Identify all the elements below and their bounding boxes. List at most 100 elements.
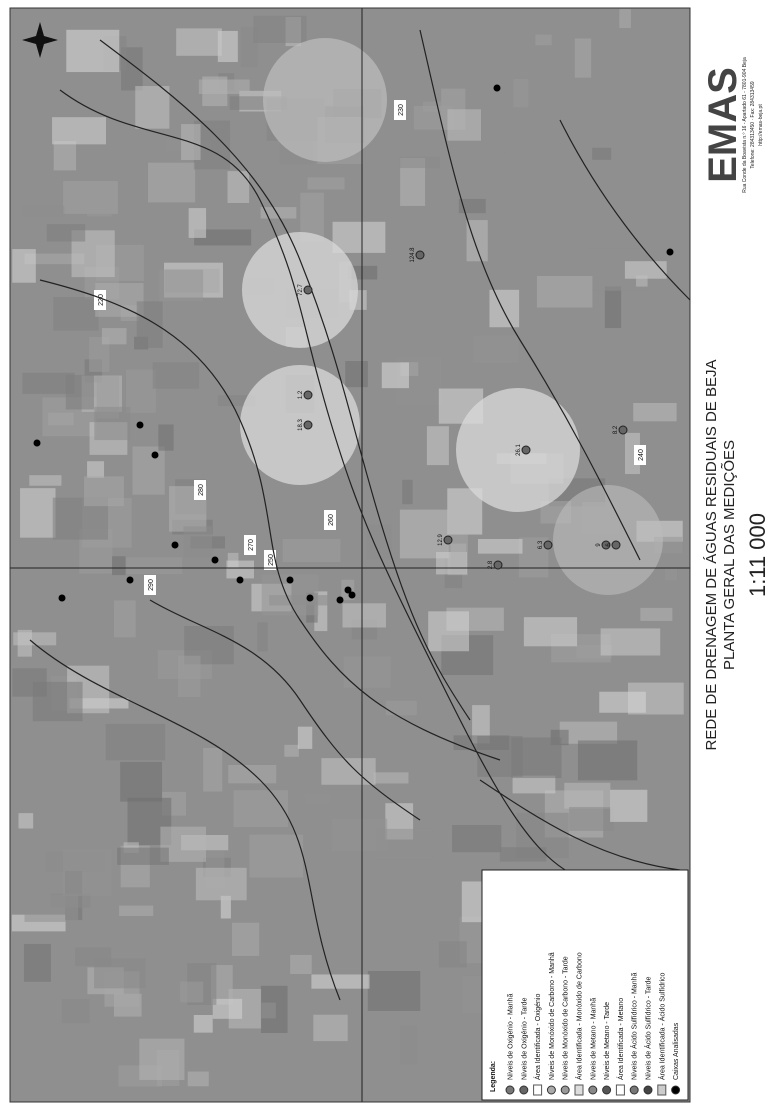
map-block xyxy=(512,775,556,794)
map-block xyxy=(610,789,648,822)
address: Rua Conde da Boavista n.º 16 - Apartado … xyxy=(742,57,748,193)
map-block xyxy=(22,372,75,394)
logo: EMAS xyxy=(701,67,745,183)
map-block xyxy=(373,772,409,784)
map-block xyxy=(61,999,90,1024)
map-block xyxy=(345,361,368,388)
map-block xyxy=(217,395,256,407)
map-block xyxy=(402,479,413,505)
map-block xyxy=(94,406,131,441)
map-block xyxy=(87,201,112,217)
sample-box xyxy=(171,541,179,549)
contour-lines xyxy=(29,29,691,1001)
map-block xyxy=(343,656,391,688)
map-block xyxy=(212,998,243,1019)
legend-swatch xyxy=(615,1084,625,1096)
map-block xyxy=(447,488,483,535)
map-block xyxy=(159,269,204,302)
map-block xyxy=(139,1038,185,1080)
compass xyxy=(22,22,58,58)
measurement-label: 6 xyxy=(606,543,612,547)
map-block xyxy=(499,847,547,862)
map-block xyxy=(307,177,345,190)
map-block xyxy=(633,403,677,422)
legend: Legenda: Níveis de Oxigénio - Manhã Nívei… xyxy=(481,869,689,1101)
map-block xyxy=(413,105,454,130)
map-block xyxy=(183,526,213,558)
map-block xyxy=(574,38,592,78)
contour-label: 250 xyxy=(268,554,275,566)
contour-label: 290 xyxy=(148,579,155,591)
measurement-label: 124.8 xyxy=(410,247,416,263)
map-block xyxy=(452,825,502,853)
legend-swatch xyxy=(533,1084,543,1096)
map-block xyxy=(505,108,531,157)
map-block xyxy=(125,369,156,413)
legend-item: Níveis de Oxigénio - Manhã xyxy=(508,994,515,1080)
measurement-label: 1.2 xyxy=(298,390,304,399)
sample-box xyxy=(151,451,159,459)
map-block xyxy=(282,538,341,562)
map-block xyxy=(132,446,165,495)
map-block xyxy=(297,726,313,749)
map-block xyxy=(123,842,139,853)
measurement-dot xyxy=(618,425,628,435)
map-block xyxy=(211,965,233,1005)
measurement-dot xyxy=(303,285,313,295)
legend-swatch xyxy=(560,1085,570,1095)
measurement-dot xyxy=(521,445,531,455)
measurement-label: 72.7 xyxy=(298,284,304,296)
map-block xyxy=(342,603,386,628)
map-block xyxy=(450,543,467,574)
map-block xyxy=(83,476,124,507)
map-block xyxy=(24,894,79,922)
map-block xyxy=(46,224,86,242)
legend-item: Níveis de Ácido Sulfídrico - Tarde xyxy=(644,977,653,1080)
map-block xyxy=(180,981,204,1003)
map-block xyxy=(466,220,488,262)
map-block xyxy=(227,552,239,569)
legend-swatch xyxy=(671,1085,681,1095)
map-block xyxy=(257,622,268,652)
map-block xyxy=(136,301,163,348)
map-block xyxy=(29,475,62,486)
measurement-dot xyxy=(601,540,611,550)
map-block xyxy=(300,192,324,242)
legend-item: Níveis de Oxigénio - Tarde xyxy=(521,998,528,1080)
area-circle xyxy=(263,38,387,162)
map-block xyxy=(367,970,421,1011)
map-block xyxy=(305,793,330,804)
subtitle: PLANTA GERAL DAS MEDIÇÕES xyxy=(721,440,738,670)
map-block xyxy=(220,895,231,919)
legend-swatch xyxy=(574,1084,584,1096)
contour-label-bg xyxy=(394,100,406,120)
legend-item: Área Identificada - Ácido Sulfídrico xyxy=(657,973,666,1080)
area-circle xyxy=(553,485,663,595)
map-block xyxy=(535,34,552,46)
map-block xyxy=(126,557,183,574)
map-block xyxy=(640,607,673,621)
measurement-points: 72.7 18.3 26.1 124.8 12.9 1.2 8.2 6.3 2.8 9 6 xyxy=(33,84,674,604)
contour-label-bg xyxy=(264,550,276,570)
legend-item: Níveis de Ácido Sulfídrico - Manhã xyxy=(630,973,639,1080)
map-block xyxy=(202,76,228,107)
map-block xyxy=(120,761,163,802)
legend-swatch xyxy=(643,1085,653,1095)
map-block xyxy=(66,29,120,73)
contour-label-bg xyxy=(94,290,106,310)
legend-item: Níveis de Metano - Tarde xyxy=(604,1002,611,1080)
map-block xyxy=(260,985,288,1033)
map-block xyxy=(32,681,83,722)
map-block xyxy=(89,337,110,372)
measurement-label: 2.8 xyxy=(488,560,494,569)
measurement-label: 9 xyxy=(596,543,602,547)
map-block xyxy=(592,147,612,160)
map-block xyxy=(233,790,289,828)
sample-box xyxy=(58,594,66,602)
map-block xyxy=(599,691,646,713)
legend-item: Caixas Analisadas xyxy=(673,1022,680,1080)
map-block xyxy=(376,828,434,860)
map-block xyxy=(472,335,519,364)
area-circle xyxy=(240,365,360,485)
map-block xyxy=(249,834,304,878)
